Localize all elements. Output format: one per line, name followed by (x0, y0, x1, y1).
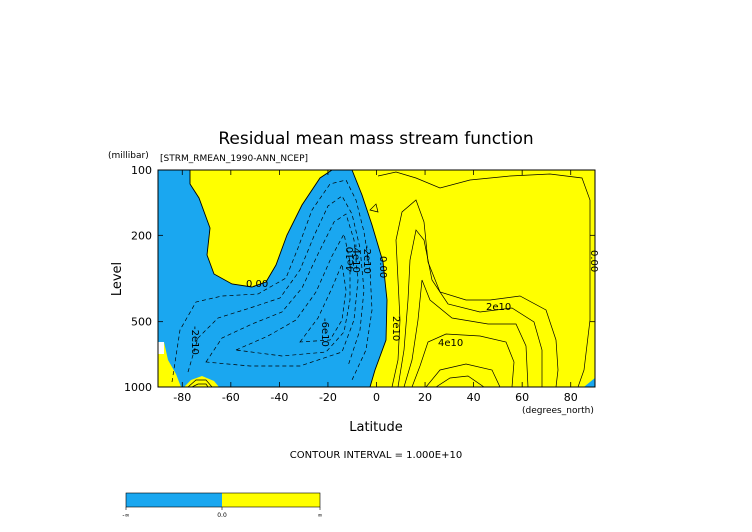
contour-label: -4e10 (350, 244, 361, 273)
x-tick-label: 80 (564, 391, 578, 404)
chart-subtitle: [STRM_RMEAN_1990-ANN_NCEP] (160, 154, 308, 164)
legend-tick-label: -∞ (122, 512, 129, 519)
color-legend: -∞ 0.0 ∞ (122, 492, 323, 519)
x-axis-label: Latitude (349, 420, 403, 435)
missing-data-patch (158, 342, 164, 354)
x-tick-label: 20 (418, 391, 432, 404)
positive-region-south (190, 170, 332, 287)
positive-contours (369, 171, 591, 387)
x-tick-label: -80 (173, 391, 191, 404)
contour-field (158, 170, 595, 387)
y-tick-label: 100 (131, 164, 152, 177)
y-axis-label: Level (110, 262, 125, 296)
contour-label: -2e10 (361, 245, 372, 274)
legend-negative-swatch (126, 493, 222, 507)
contour-label: 0.00 (377, 256, 388, 278)
y-tick-label: 500 (131, 316, 152, 329)
x-tick-label: 60 (515, 391, 529, 404)
x-axis: -80 -60 -40 -20 0 20 40 60 80 (173, 170, 578, 404)
contour-label: 0.00 (588, 250, 599, 272)
negative-patch-north (584, 378, 595, 387)
y-tick-label: 1000 (124, 381, 152, 394)
contour-label: 0.00 (246, 279, 268, 290)
zero-contour (189, 170, 333, 288)
legend-tick-label: ∞ (318, 512, 323, 519)
chart-title: Residual mean mass stream function (218, 129, 533, 149)
x-tick-label: 40 (467, 391, 481, 404)
x-tick-label: 0 (373, 391, 380, 404)
positive-region-north (352, 170, 595, 387)
x-tick-label: -60 (222, 391, 240, 404)
contour-label: -2e10 (189, 326, 200, 355)
x-axis-units: (degrees_north) (522, 406, 594, 416)
x-tick-label: -20 (319, 391, 337, 404)
y-axis: 100 200 500 1000 (124, 164, 595, 394)
legend-frame (125, 492, 321, 508)
x-tick-label: -40 (270, 391, 288, 404)
contour-label: 4e10 (345, 247, 356, 272)
contour-label: 4e10 (438, 338, 463, 349)
contour-label: 2e10 (390, 316, 401, 341)
positive-patch-polar (184, 376, 219, 387)
contour-label: -6e10 (319, 318, 330, 347)
legend-tick-label: 0.0 (217, 512, 227, 519)
legend-positive-swatch (222, 493, 320, 507)
southern-surface-contours (187, 379, 213, 387)
contour-label-group: 0.00 0.00 -2e10 -4e10 -6e10 -2e10 2e10 4… (189, 244, 599, 355)
contour-label: 2e10 (486, 302, 511, 313)
contour-interval-text: CONTOUR INTERVAL = 1.000E+10 (290, 450, 462, 461)
y-axis-units: (millibar) (108, 151, 149, 161)
y-tick-label: 200 (131, 229, 152, 242)
zero-contour (351, 170, 388, 387)
negative-contours (171, 179, 373, 383)
